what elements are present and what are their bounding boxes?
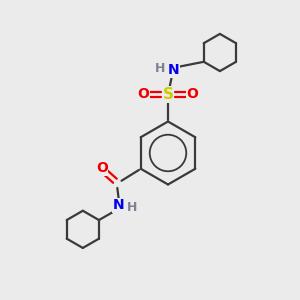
Text: S: S — [163, 87, 173, 102]
Text: O: O — [137, 88, 149, 101]
Text: N: N — [168, 64, 179, 77]
Text: N: N — [113, 198, 124, 212]
Text: H: H — [127, 201, 137, 214]
Text: O: O — [96, 161, 108, 175]
Text: H: H — [155, 62, 165, 76]
Text: O: O — [187, 88, 199, 101]
